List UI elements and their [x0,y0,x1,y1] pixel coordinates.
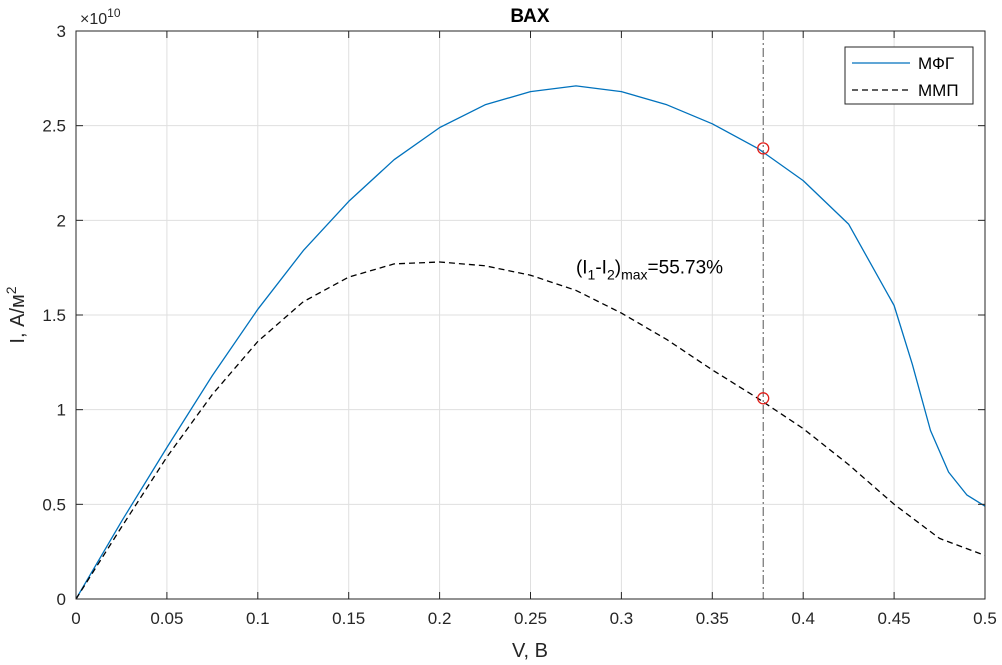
annotation-mid: -I [595,257,607,278]
x-ticks: 0 0.05 0.1 0.15 0.2 0.25 0.3 0.35 0.4 0.45 0.5 [71,31,997,628]
x-axis-label: V, В [512,640,548,662]
y-axis-label-main: I, А/м [7,294,29,343]
x-tick-label: 0.15 [332,609,365,628]
x-tick-label: 0.05 [150,609,183,628]
annotation-sub-2: 2 [607,266,615,282]
x-tick-label: 0.45 [878,609,911,628]
y-tick-label: 1.5 [42,306,66,325]
x-tick-label: 0 [71,609,80,628]
y-multiplier-base: ×10 [80,11,107,28]
x-tick-label: 0.35 [696,609,729,628]
marker-layer [757,142,770,405]
y-axis-label-superscript: 2 [3,286,19,294]
legend-label-mfg: МФГ [918,54,954,73]
series-line-0 [75,85,986,600]
annotation-close: ) [615,257,621,278]
legend-label-mmp: ММП [918,81,959,100]
x-tick-label: 0.2 [428,609,452,628]
y-tick-label: 0 [57,590,66,609]
chart-title: ВАХ [510,6,549,27]
y-multiplier-exponent: 10 [107,6,121,20]
y-tick-label: 0.5 [42,495,66,514]
legend-box [844,46,974,105]
y-multiplier: ×1010 [80,6,121,28]
x-tick-label: 0.5 [973,609,997,628]
annotation-sub-1: 1 [588,266,596,282]
series-layer [75,85,986,600]
y-axis-label: I, А/м2 [3,286,29,343]
y-tick-label: 3 [57,22,66,41]
y-tick-label: 1 [57,401,66,420]
legend: МФГ ММП [844,46,974,105]
annotation-open: (I [576,257,588,278]
x-tick-label: 0.25 [514,609,547,628]
annotation-value: =55.73% [648,257,724,278]
intersection-marker [757,142,770,155]
intersection-marker [757,392,770,405]
annotation-sub-max: max [621,266,647,282]
x-tick-label: 0.3 [610,609,634,628]
y-tick-label: 2 [57,211,66,230]
series-line-1 [75,261,986,600]
x-tick-label: 0.4 [791,609,815,628]
annotation-text: (I1-I2)max=55.73% [576,257,723,282]
y-tick-label: 2.5 [42,117,66,136]
y-ticks: 0 0.5 1 1.5 2 2.5 3 [42,22,985,609]
x-tick-label: 0.1 [246,609,270,628]
